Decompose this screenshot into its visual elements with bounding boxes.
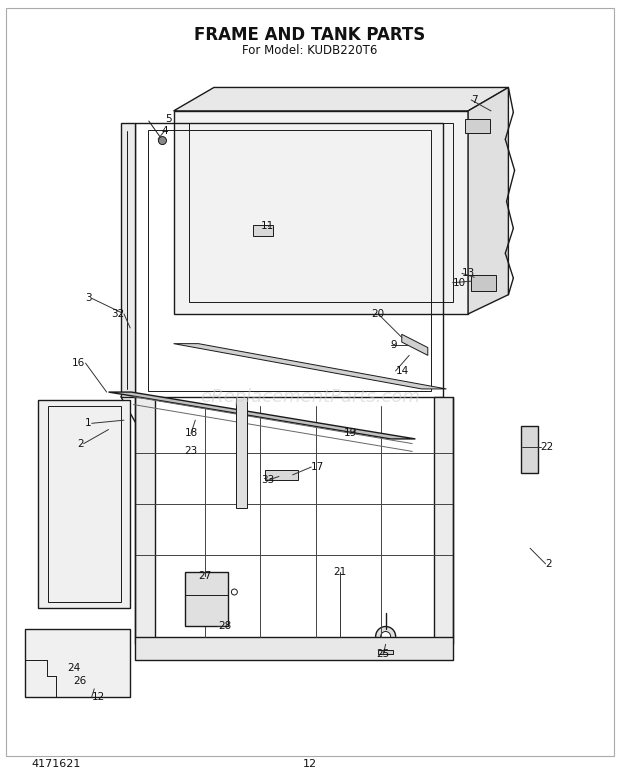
Text: eReplacementParts.com: eReplacementParts.com [200, 387, 420, 406]
Text: 11: 11 [261, 222, 275, 231]
Polygon shape [174, 111, 468, 314]
Text: 13: 13 [462, 269, 475, 278]
Circle shape [376, 626, 396, 647]
Text: 14: 14 [396, 366, 409, 376]
Circle shape [139, 478, 149, 487]
Text: 18: 18 [184, 429, 198, 438]
Circle shape [216, 645, 224, 651]
Circle shape [526, 458, 533, 466]
Text: 24: 24 [68, 663, 81, 672]
Polygon shape [174, 344, 446, 389]
Circle shape [201, 645, 208, 651]
Text: 1: 1 [85, 419, 92, 428]
Polygon shape [471, 275, 496, 291]
Polygon shape [434, 397, 453, 644]
Text: 2: 2 [546, 559, 552, 569]
Text: 2: 2 [77, 439, 84, 448]
Polygon shape [25, 629, 130, 697]
Circle shape [208, 575, 214, 581]
Text: 17: 17 [311, 462, 324, 472]
Circle shape [219, 597, 225, 603]
Circle shape [237, 440, 245, 447]
Polygon shape [253, 225, 273, 236]
Circle shape [263, 645, 270, 651]
Polygon shape [38, 400, 130, 608]
Text: 3: 3 [85, 294, 92, 303]
Text: 28: 28 [218, 622, 231, 631]
Circle shape [381, 632, 391, 641]
Text: For Model: KUDB220T6: For Model: KUDB220T6 [242, 45, 378, 57]
Circle shape [92, 686, 100, 692]
Polygon shape [402, 334, 428, 355]
Circle shape [229, 645, 236, 651]
Polygon shape [135, 397, 155, 644]
Text: 19: 19 [343, 429, 357, 438]
Text: 7: 7 [471, 95, 478, 105]
Circle shape [480, 284, 487, 291]
Text: 4171621: 4171621 [31, 759, 81, 769]
Text: 21: 21 [333, 567, 347, 576]
Text: 23: 23 [184, 447, 198, 456]
Polygon shape [174, 87, 508, 111]
Circle shape [231, 589, 237, 595]
Text: 4: 4 [161, 127, 167, 136]
Polygon shape [521, 426, 538, 473]
Circle shape [480, 276, 487, 283]
Text: 22: 22 [541, 442, 554, 451]
Circle shape [474, 123, 481, 130]
Polygon shape [121, 123, 135, 397]
Text: 32: 32 [111, 309, 124, 319]
Circle shape [221, 581, 228, 587]
Text: 25: 25 [376, 650, 390, 659]
Polygon shape [378, 650, 393, 654]
Text: 12: 12 [303, 759, 317, 769]
Text: 27: 27 [198, 572, 211, 581]
Text: 9: 9 [391, 341, 397, 350]
Polygon shape [108, 392, 415, 439]
Circle shape [247, 645, 255, 651]
Text: 26: 26 [74, 676, 87, 686]
Polygon shape [265, 470, 298, 480]
Polygon shape [135, 637, 453, 660]
Text: FRAME AND TANK PARTS: FRAME AND TANK PARTS [195, 26, 425, 45]
Polygon shape [465, 119, 490, 133]
Circle shape [159, 137, 166, 144]
Circle shape [526, 432, 533, 440]
Text: 5: 5 [166, 114, 172, 123]
Text: 16: 16 [73, 358, 86, 368]
Polygon shape [185, 572, 228, 626]
Text: 12: 12 [92, 692, 105, 701]
Polygon shape [236, 397, 247, 508]
Text: 20: 20 [371, 309, 385, 319]
Circle shape [65, 442, 74, 451]
Text: 33: 33 [261, 476, 275, 485]
Polygon shape [468, 87, 508, 314]
Text: 10: 10 [453, 278, 466, 287]
